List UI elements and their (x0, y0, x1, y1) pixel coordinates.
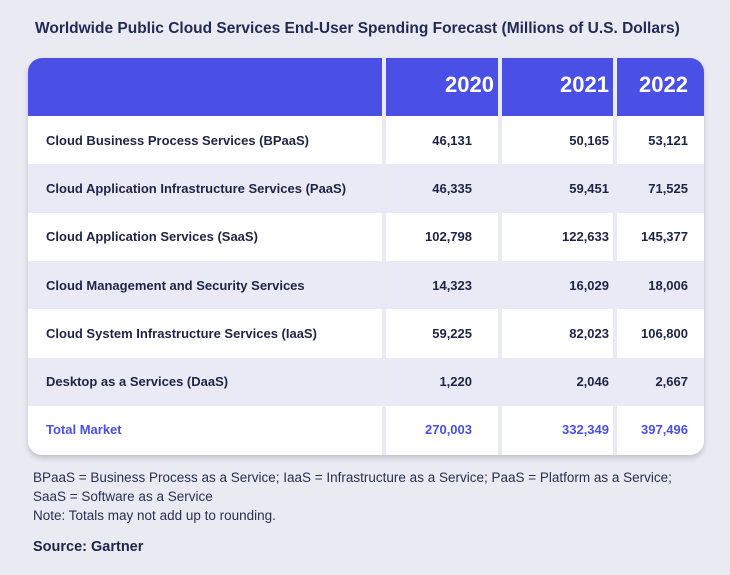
table-row: Cloud Application Infrastructure Service… (28, 164, 704, 213)
cell-value: 122,633 (562, 229, 609, 245)
cell-value: 106,800 (641, 325, 688, 341)
chart-title: Worldwide Public Cloud Services End-User… (35, 20, 680, 37)
cell-value: 16,029 (569, 277, 609, 293)
cell-value: 18,006 (648, 277, 688, 293)
total-row: Total Market 270,003 332,349 397,496 (28, 406, 704, 454)
column-header-2020: 2020 (445, 72, 494, 97)
row-label: Desktop as a Services (DaaS) (46, 374, 229, 390)
cell-value: 145,377 (641, 229, 688, 245)
row-label: Cloud System Infrastructure Services (Ia… (46, 325, 317, 341)
column-divider (498, 58, 502, 455)
footnote-line: BPaaS = Business Process as a Service; I… (33, 470, 672, 485)
cell-value: 82,023 (569, 325, 609, 341)
footnote-line: SaaS = Software as a Service (33, 489, 213, 504)
table-row: Desktop as a Services (DaaS) 1,220 2,046… (28, 357, 704, 406)
table-row: Cloud Application Services (SaaS) 102,79… (28, 213, 704, 261)
table-row: Cloud System Infrastructure Services (Ia… (28, 309, 704, 357)
column-divider (382, 58, 386, 455)
row-label: Cloud Application Services (SaaS) (46, 229, 258, 245)
total-value: 270,003 (425, 422, 472, 438)
table-row: Cloud Management and Security Services 1… (28, 260, 704, 310)
cell-value: 14,323 (432, 277, 472, 293)
cell-value: 2,046 (576, 374, 609, 390)
row-label: Cloud Application Infrastructure Service… (46, 180, 347, 196)
cell-value: 46,131 (432, 132, 472, 148)
cell-value: 59,225 (432, 325, 472, 341)
cell-value: 2,667 (655, 374, 688, 390)
row-label: Cloud Business Process Services (BPaaS) (46, 132, 310, 148)
cell-value: 59,451 (569, 180, 609, 196)
cell-value: 46,335 (432, 180, 472, 196)
footnote-line: Note: Totals may not add up to rounding. (33, 508, 276, 523)
footnotes: BPaaS = Business Process as a Service; I… (33, 468, 703, 525)
column-header-2022: 2022 (639, 72, 688, 97)
table-header-row: 2020 2021 2022 (28, 58, 704, 116)
table-row: Cloud Business Process Services (BPaaS) … (28, 116, 704, 164)
column-header-2021: 2021 (560, 72, 609, 97)
forecast-table: 2020 2021 2022 Cloud Business Process Se… (28, 58, 704, 455)
total-label: Total Market (46, 422, 122, 438)
cell-value: 50,165 (569, 132, 609, 148)
total-value: 397,496 (641, 422, 688, 438)
cell-value: 102,798 (425, 229, 472, 245)
source-credit: Source: Gartner (33, 539, 144, 555)
total-value: 332,349 (562, 422, 609, 438)
column-divider (613, 58, 617, 455)
cell-value: 53,121 (648, 132, 688, 148)
cell-value: 71,525 (648, 180, 688, 196)
cell-value: 1,220 (439, 374, 472, 390)
row-label: Cloud Management and Security Services (46, 277, 305, 293)
